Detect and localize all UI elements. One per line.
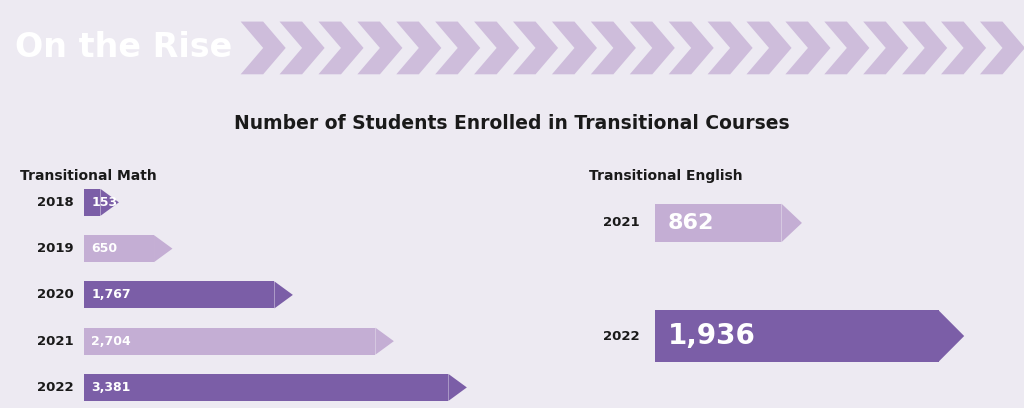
Polygon shape — [669, 22, 714, 74]
Text: 2022: 2022 — [603, 330, 640, 343]
Polygon shape — [708, 22, 753, 74]
FancyBboxPatch shape — [84, 235, 154, 262]
Polygon shape — [100, 189, 119, 216]
FancyBboxPatch shape — [84, 328, 376, 355]
Polygon shape — [357, 22, 402, 74]
FancyBboxPatch shape — [655, 204, 781, 242]
Text: Transitional English: Transitional English — [589, 169, 742, 183]
Polygon shape — [552, 22, 597, 74]
FancyBboxPatch shape — [84, 189, 100, 216]
Text: 2,704: 2,704 — [91, 335, 131, 348]
Polygon shape — [781, 204, 802, 242]
Polygon shape — [396, 22, 441, 74]
Polygon shape — [591, 22, 636, 74]
Text: Number of Students Enrolled in Transitional Courses: Number of Students Enrolled in Transitio… — [234, 114, 790, 133]
Text: Transitional Math: Transitional Math — [20, 169, 158, 183]
Polygon shape — [274, 282, 293, 308]
Text: 2021: 2021 — [37, 335, 74, 348]
Polygon shape — [376, 328, 394, 355]
Polygon shape — [980, 22, 1024, 74]
Polygon shape — [449, 374, 467, 401]
Polygon shape — [785, 22, 830, 74]
Polygon shape — [824, 22, 869, 74]
Text: 650: 650 — [91, 242, 118, 255]
Polygon shape — [435, 22, 480, 74]
Polygon shape — [241, 22, 286, 74]
Polygon shape — [746, 22, 792, 74]
Polygon shape — [939, 310, 965, 362]
Text: 2021: 2021 — [603, 216, 640, 229]
Polygon shape — [941, 22, 986, 74]
FancyBboxPatch shape — [655, 310, 939, 362]
Text: 862: 862 — [668, 213, 714, 233]
Text: 2022: 2022 — [37, 381, 74, 394]
FancyBboxPatch shape — [84, 282, 274, 308]
Polygon shape — [513, 22, 558, 74]
Text: 2019: 2019 — [37, 242, 74, 255]
Text: On the Rise: On the Rise — [15, 31, 232, 64]
Polygon shape — [863, 22, 908, 74]
Text: 1,767: 1,767 — [91, 288, 131, 302]
Polygon shape — [280, 22, 325, 74]
Polygon shape — [474, 22, 519, 74]
Text: 2018: 2018 — [37, 196, 74, 209]
Polygon shape — [902, 22, 947, 74]
Polygon shape — [630, 22, 675, 74]
Text: 1,936: 1,936 — [668, 322, 756, 350]
Polygon shape — [154, 235, 172, 262]
Polygon shape — [318, 22, 364, 74]
Text: 153: 153 — [91, 196, 118, 209]
Text: 2020: 2020 — [37, 288, 74, 302]
Text: 3,381: 3,381 — [91, 381, 130, 394]
FancyBboxPatch shape — [84, 374, 449, 401]
